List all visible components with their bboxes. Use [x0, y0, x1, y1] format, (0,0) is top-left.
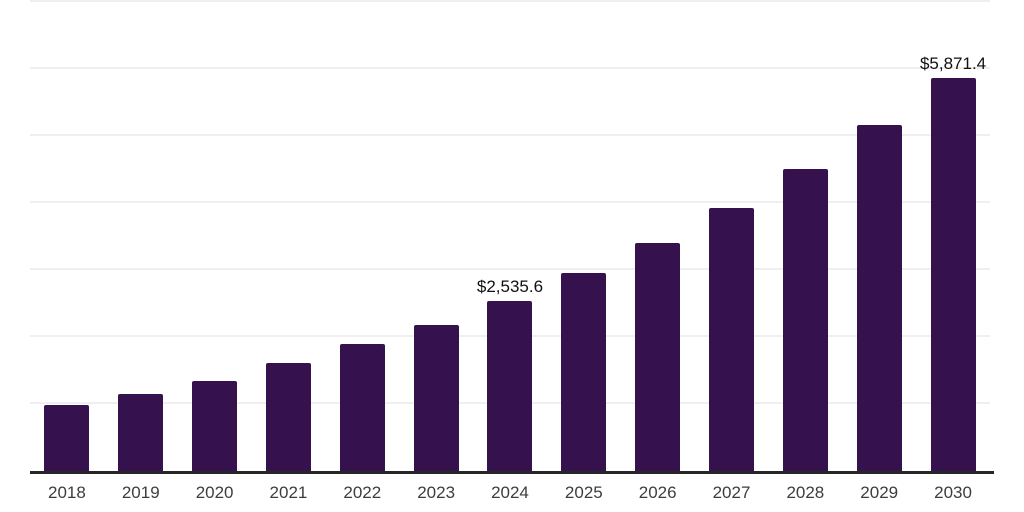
- bar-2023: [413, 324, 459, 471]
- x-tick-label-2024: 2024: [491, 483, 529, 502]
- bar-slot-2018: [30, 2, 104, 471]
- bar-wrap-2018: [44, 2, 90, 471]
- x-axis-line: [30, 471, 994, 474]
- bar-wrap-2030: $5,871.4: [920, 2, 986, 471]
- bar-slot-2019: [104, 2, 178, 471]
- bar-slot-2022: [325, 2, 399, 471]
- x-tick-label-2026: 2026: [638, 483, 677, 502]
- x-axis-labels: 2018 2019 2020 2021 2022 2023 2024 2025 2026 2027…: [30, 483, 990, 503]
- bar-slot-2029: [842, 2, 916, 471]
- x-tick-label-2023: 2023: [417, 483, 456, 502]
- bar-wrap-2025: [561, 2, 607, 471]
- x-tick-label-2021: 2021: [269, 483, 308, 502]
- bar-wrap-2020: [192, 2, 238, 471]
- x-tick-label-2020: 2020: [195, 483, 234, 502]
- bar-2019: [118, 393, 164, 471]
- x-tick-label-2029: 2029: [860, 483, 899, 502]
- x-tick-label-2028: 2028: [786, 483, 825, 502]
- bar-2030: [930, 77, 976, 471]
- bar-2018: [44, 404, 90, 471]
- bar-2024: [487, 301, 533, 471]
- bar-slot-2023: [399, 2, 473, 471]
- x-tick-label-2025: 2025: [564, 483, 603, 502]
- x-tick-label-2022: 2022: [343, 483, 382, 502]
- bar-wrap-2021: [265, 2, 311, 471]
- gridline: [30, 201, 990, 203]
- gridline: [30, 134, 990, 136]
- gridline: [30, 67, 990, 69]
- x-tick-label-2019: 2019: [121, 483, 160, 502]
- bar-2022: [339, 343, 385, 471]
- bar-wrap-2026: [635, 2, 681, 471]
- bar-slot-2030: $5,871.4: [916, 2, 990, 471]
- plot-area: $2,535.6 $5,871.4: [30, 0, 990, 471]
- bar-wrap-2024: $2,535.6: [477, 2, 543, 471]
- value-label-2030: $5,871.4: [919, 53, 987, 73]
- bar-wrap-2028: [782, 2, 828, 471]
- bar-wrap-2022: [339, 2, 385, 471]
- bar-wrap-2029: [856, 2, 902, 471]
- bar-slot-2025: [547, 2, 621, 471]
- bar-slot-2021: [252, 2, 326, 471]
- bar-2021: [265, 363, 311, 471]
- bar-2020: [192, 381, 238, 471]
- bar-wrap-2027: [709, 2, 755, 471]
- x-tick-label-2030: 2030: [934, 483, 972, 502]
- value-label-2024: $2,535.6: [476, 277, 544, 297]
- bar-2027: [709, 208, 755, 471]
- bar-slot-2026: [621, 2, 695, 471]
- gridline: [30, 0, 990, 2]
- x-tick-label-2027: 2027: [712, 483, 751, 502]
- bar-slot-2027: [695, 2, 769, 471]
- bar-2029: [856, 124, 902, 471]
- bars-row: $2,535.6 $5,871.4: [30, 2, 990, 471]
- bar-2026: [635, 243, 681, 471]
- bar-wrap-2023: [413, 2, 459, 471]
- x-tick-label-2018: 2018: [48, 483, 86, 502]
- bar-slot-2024: $2,535.6: [473, 2, 547, 471]
- bar-slot-2020: [178, 2, 252, 471]
- bar-2028: [782, 168, 828, 471]
- bar-slot-2028: [768, 2, 842, 471]
- bar-wrap-2019: [118, 2, 164, 471]
- bar-2025: [561, 273, 607, 471]
- gridline: [30, 268, 990, 270]
